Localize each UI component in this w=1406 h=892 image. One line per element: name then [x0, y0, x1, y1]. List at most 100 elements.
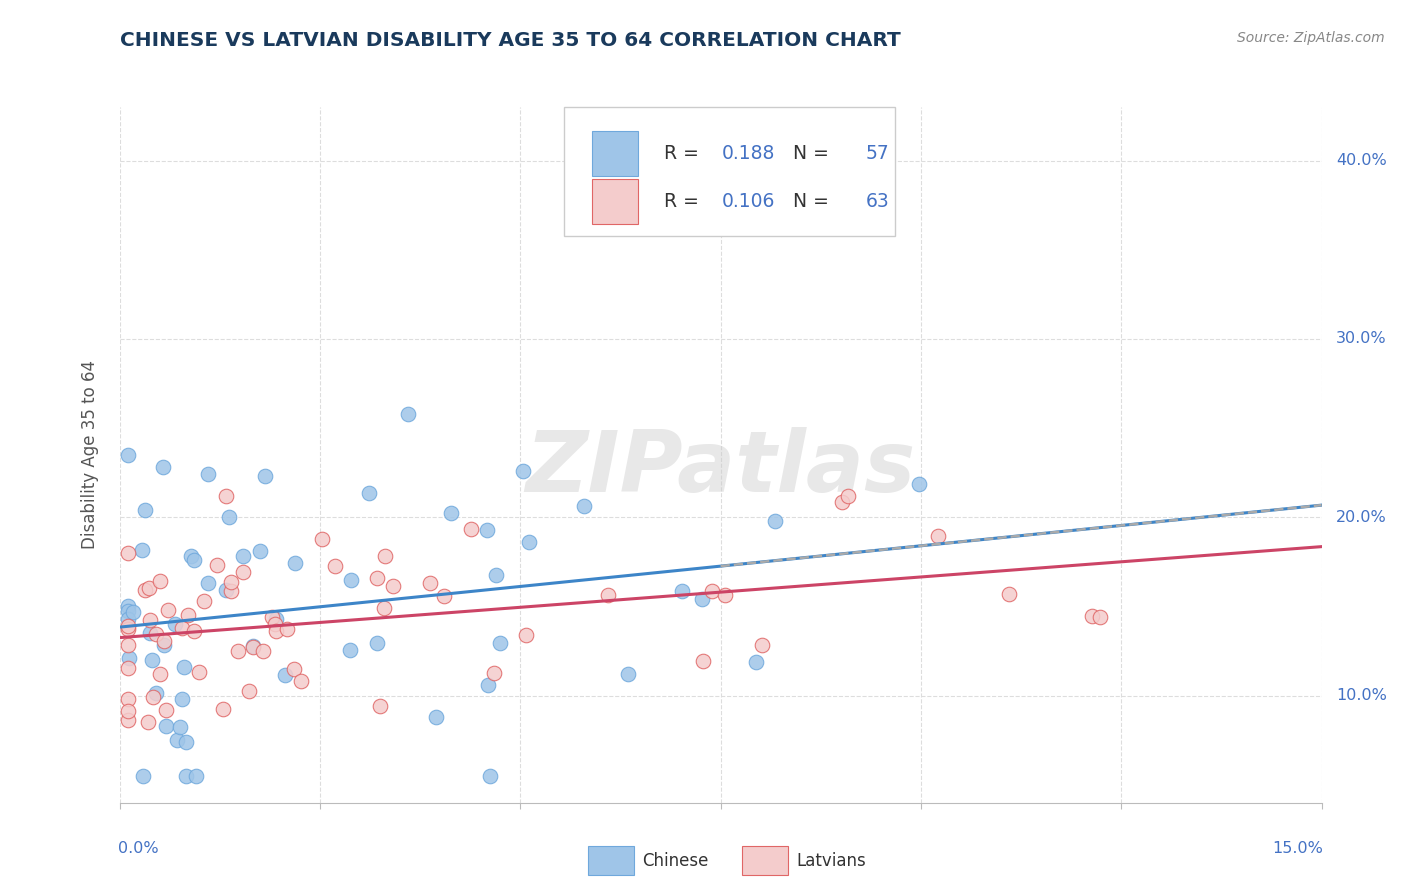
Point — [131, 769, 153, 783]
Point — [574, 499, 596, 513]
Point — [176, 769, 198, 783]
Point — [117, 704, 139, 718]
Point — [169, 720, 191, 734]
Point — [117, 622, 139, 636]
Point — [713, 588, 735, 602]
Text: 10.0%: 10.0% — [1336, 689, 1386, 703]
Point — [219, 574, 242, 589]
Point — [339, 642, 361, 657]
Point — [484, 666, 506, 681]
Point — [232, 549, 254, 563]
Point — [262, 609, 284, 624]
Point — [155, 703, 177, 717]
Point — [339, 573, 361, 587]
Point — [215, 489, 238, 503]
Point — [134, 582, 156, 597]
FancyBboxPatch shape — [592, 130, 638, 176]
Point — [598, 588, 620, 602]
Point — [311, 532, 333, 546]
Point — [264, 624, 287, 638]
Point — [184, 769, 207, 783]
Point — [264, 616, 287, 631]
Point — [1088, 609, 1111, 624]
Point — [489, 635, 512, 649]
Text: 30.0%: 30.0% — [1336, 332, 1386, 346]
Point — [242, 640, 264, 654]
Point — [368, 698, 391, 713]
Point — [215, 583, 238, 598]
Point — [117, 638, 139, 652]
Text: CHINESE VS LATVIAN DISABILITY AGE 35 TO 64 CORRELATION CHART: CHINESE VS LATVIAN DISABILITY AGE 35 TO … — [120, 31, 900, 50]
Point — [433, 589, 456, 603]
Point — [163, 617, 186, 632]
Text: 0.188: 0.188 — [721, 144, 775, 162]
Point — [187, 665, 209, 680]
Point — [117, 599, 139, 614]
Point — [145, 686, 167, 700]
Point — [134, 503, 156, 517]
Point — [226, 644, 249, 658]
Point — [425, 710, 447, 724]
FancyBboxPatch shape — [564, 107, 894, 235]
Point — [153, 633, 176, 648]
Point — [117, 546, 139, 560]
Point — [238, 684, 260, 698]
Text: N =: N = — [775, 193, 835, 211]
Point — [396, 407, 419, 421]
FancyBboxPatch shape — [592, 179, 638, 225]
Point — [908, 477, 931, 491]
FancyBboxPatch shape — [742, 846, 787, 875]
Point — [927, 528, 949, 542]
Text: 0.0%: 0.0% — [118, 841, 159, 856]
Point — [478, 769, 501, 783]
Text: R =: R = — [664, 193, 704, 211]
Point — [138, 581, 160, 595]
Point — [616, 667, 638, 681]
Point — [212, 702, 235, 716]
Point — [366, 571, 388, 585]
Point — [692, 654, 714, 668]
Text: Latvians: Latvians — [796, 852, 866, 870]
Point — [207, 558, 229, 572]
Point — [276, 622, 298, 636]
Text: 57: 57 — [866, 144, 890, 162]
Point — [690, 591, 713, 606]
Point — [117, 448, 139, 462]
Point — [477, 677, 499, 691]
Text: 20.0%: 20.0% — [1336, 510, 1386, 524]
Point — [176, 607, 198, 622]
Point — [172, 621, 194, 635]
Point — [283, 557, 305, 571]
Point — [671, 583, 693, 598]
Point — [837, 489, 859, 503]
Point — [173, 659, 195, 673]
Text: Chinese: Chinese — [643, 852, 709, 870]
Point — [475, 523, 498, 537]
Text: 15.0%: 15.0% — [1272, 841, 1323, 856]
Point — [745, 655, 768, 669]
Point — [252, 644, 274, 658]
Point — [382, 579, 405, 593]
Point — [249, 544, 271, 558]
Point — [254, 469, 277, 483]
Point — [131, 542, 153, 557]
Point — [117, 604, 139, 618]
Point — [183, 553, 205, 567]
Text: N =: N = — [775, 144, 835, 162]
Point — [139, 613, 162, 627]
Point — [142, 690, 165, 705]
Text: ZIPatlas: ZIPatlas — [526, 427, 915, 510]
Point — [180, 549, 202, 563]
Point — [183, 624, 205, 639]
Point — [357, 486, 380, 500]
Point — [440, 506, 463, 520]
Point — [157, 603, 180, 617]
Point — [515, 628, 537, 642]
Point — [219, 584, 242, 599]
Point — [122, 605, 145, 619]
Point — [170, 692, 193, 706]
Point — [118, 651, 141, 665]
Point — [232, 565, 254, 579]
Text: 40.0%: 40.0% — [1336, 153, 1386, 168]
Point — [197, 467, 219, 482]
